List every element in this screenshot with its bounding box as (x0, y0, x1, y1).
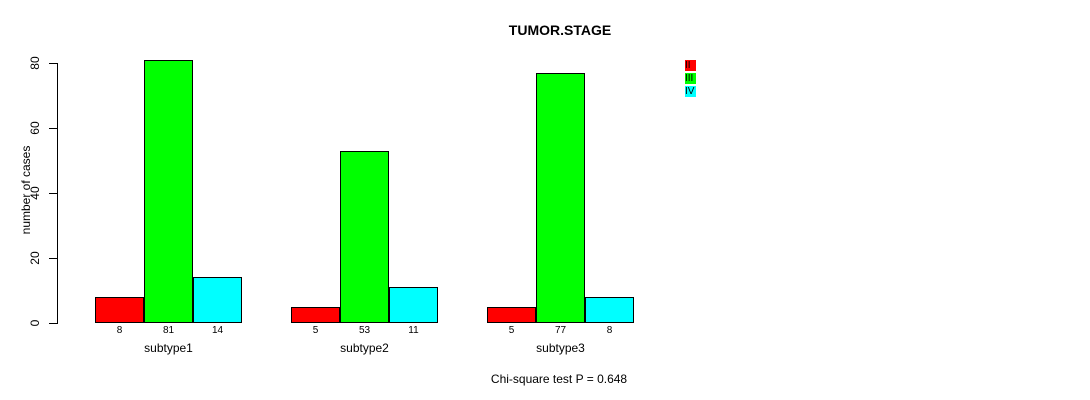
bar-subtype2-III (340, 151, 389, 323)
category-label-subtype2: subtype2 (340, 341, 389, 355)
bar-value-label: 8 (606, 325, 613, 336)
bar-value-label: 11 (408, 325, 419, 336)
y-tick-mark (49, 193, 57, 194)
bar-subtype2-IV (389, 287, 438, 323)
bar-value-label: 8 (116, 325, 123, 336)
bar-subtype3-II (487, 307, 536, 323)
bar-subtype1-IV (193, 277, 242, 323)
bar-subtype1-III (144, 60, 193, 323)
bar-value-label: 5 (508, 325, 515, 336)
y-tick-mark (49, 258, 57, 259)
legend-label: II (685, 59, 691, 71)
legend-swatch-IV (685, 85, 696, 97)
legend-swatch-III (685, 72, 696, 84)
chart-title: TUMOR.STAGE (508, 22, 612, 38)
legend-label: III (685, 72, 694, 84)
chi-square-annotation: Chi-square test P = 0.648 (490, 372, 628, 386)
y-tick-mark (49, 323, 57, 324)
y-tick-mark (49, 63, 57, 64)
legend-swatch-II (685, 59, 696, 71)
bar-value-label: 14 (211, 325, 224, 336)
bar-value-label: 5 (312, 325, 319, 336)
y-axis-line (57, 63, 58, 324)
y-tick-label: 20 (28, 251, 42, 265)
bar-subtype2-II (291, 307, 340, 323)
y-tick-label: 40 (28, 186, 42, 200)
y-tick-label: 0 (28, 319, 42, 327)
y-tick-label: 80 (28, 56, 42, 70)
bar-subtype1-II (95, 297, 144, 323)
bar-value-label: 77 (554, 325, 567, 336)
bar-subtype3-IV (585, 297, 634, 323)
bar-subtype3-III (536, 73, 585, 323)
bar-value-label: 81 (162, 325, 175, 336)
bar-value-label: 53 (358, 325, 371, 336)
y-tick-label: 60 (28, 121, 42, 135)
legend-label: IV (685, 85, 695, 97)
category-label-subtype1: subtype1 (144, 341, 193, 355)
category-label-subtype3: subtype3 (536, 341, 585, 355)
y-tick-mark (49, 128, 57, 129)
